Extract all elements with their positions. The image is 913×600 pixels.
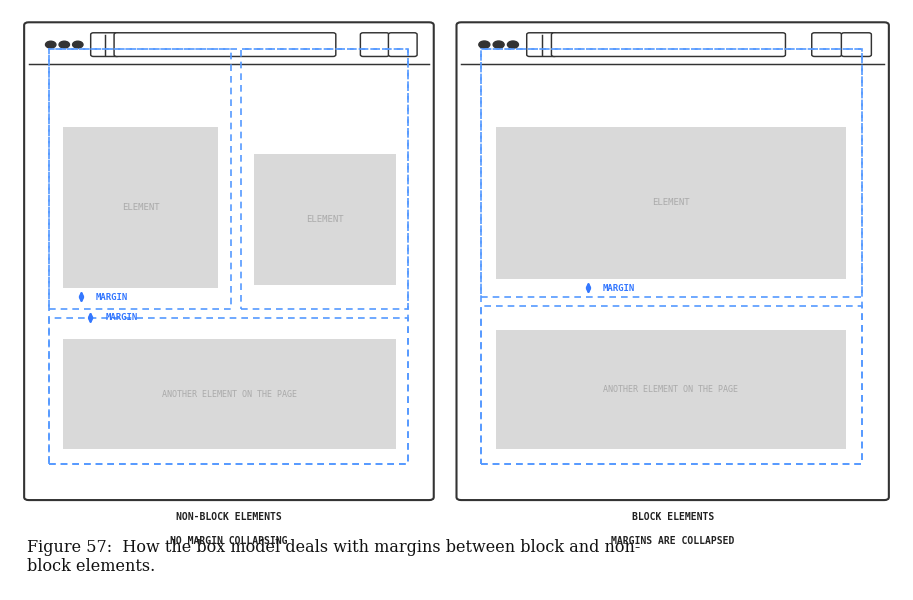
Text: ELEMENT: ELEMENT xyxy=(306,215,344,224)
Text: MARGIN: MARGIN xyxy=(105,313,137,322)
Circle shape xyxy=(59,41,69,48)
Circle shape xyxy=(493,41,504,48)
Bar xyxy=(63,127,218,288)
FancyBboxPatch shape xyxy=(812,33,842,56)
FancyBboxPatch shape xyxy=(842,33,871,56)
FancyBboxPatch shape xyxy=(456,22,889,500)
FancyBboxPatch shape xyxy=(551,33,785,56)
FancyBboxPatch shape xyxy=(24,22,434,500)
Bar xyxy=(481,306,862,464)
Text: NON-BLOCK ELEMENTS: NON-BLOCK ELEMENTS xyxy=(176,512,282,522)
Circle shape xyxy=(478,41,490,48)
FancyBboxPatch shape xyxy=(388,33,417,56)
Text: BLOCK ELEMENTS: BLOCK ELEMENTS xyxy=(632,512,714,522)
FancyBboxPatch shape xyxy=(114,33,336,56)
Bar xyxy=(48,49,408,464)
Circle shape xyxy=(73,41,83,48)
Bar xyxy=(48,49,231,309)
FancyBboxPatch shape xyxy=(361,33,389,56)
Bar xyxy=(496,330,846,449)
Text: MARGIN: MARGIN xyxy=(603,284,635,293)
Bar xyxy=(63,339,395,449)
Text: ELEMENT: ELEMENT xyxy=(121,203,160,212)
FancyBboxPatch shape xyxy=(527,33,557,56)
Bar xyxy=(48,318,408,464)
Text: ELEMENT: ELEMENT xyxy=(652,199,689,208)
Text: Figure 57:  How the box model deals with margins between block and non-
block el: Figure 57: How the box model deals with … xyxy=(26,539,640,575)
Text: MARGIN: MARGIN xyxy=(96,293,129,302)
Text: MARGINS ARE COLLAPSED: MARGINS ARE COLLAPSED xyxy=(611,536,734,546)
Bar xyxy=(496,127,846,279)
Bar xyxy=(241,49,408,309)
Text: ANOTHER ELEMENT ON THE PAGE: ANOTHER ELEMENT ON THE PAGE xyxy=(162,389,297,398)
Bar xyxy=(481,49,862,464)
Text: NO MARGIN COLLAPSING: NO MARGIN COLLAPSING xyxy=(170,536,288,546)
Bar xyxy=(481,49,862,297)
Circle shape xyxy=(46,41,56,48)
Bar xyxy=(255,154,395,285)
Text: ANOTHER ELEMENT ON THE PAGE: ANOTHER ELEMENT ON THE PAGE xyxy=(603,385,739,394)
FancyBboxPatch shape xyxy=(90,33,120,56)
Circle shape xyxy=(508,41,519,48)
